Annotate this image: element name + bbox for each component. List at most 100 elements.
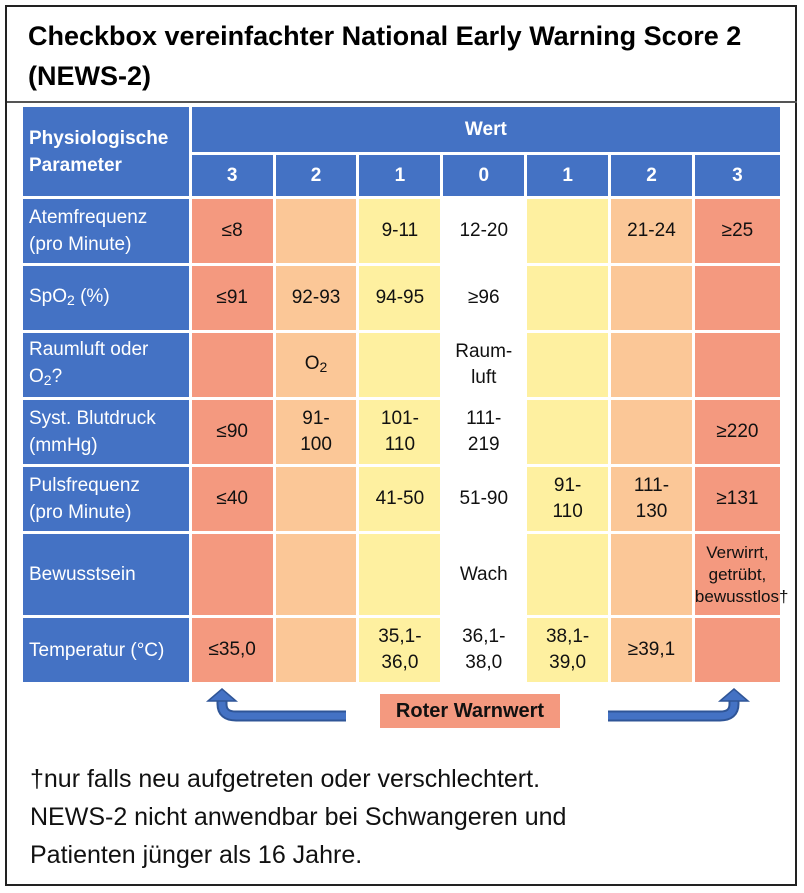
cell-text: 38,0 [465, 652, 503, 673]
table-row-spo2: SpO2 (%) ≤91 92-93 94-95 ≥96 [20, 263, 784, 333]
row-label: Syst. Blutdruck (mmHg) [20, 397, 192, 467]
row-label: Raumluft oder O2? [20, 330, 192, 400]
score-cell: ≥131 [691, 464, 784, 534]
cell-text: Verwirrt, [706, 542, 769, 562]
cell-subscript: 2 [319, 358, 328, 375]
row-label: SpO2 (%) [20, 263, 192, 333]
score-cell: ≥39,1 [608, 615, 695, 685]
score-cell: ≥25 [691, 196, 784, 266]
row-label: Bewusstsein [20, 531, 192, 618]
cell-text: ≤8 [221, 220, 243, 241]
cell-text: ≥39,1 [627, 639, 676, 660]
title-line-1: Checkbox vereinfachter National Early Wa… [28, 21, 742, 51]
cell-text: ≥220 [716, 421, 759, 442]
row-label-tail: ? [51, 366, 63, 387]
cell-text: bewusstlos† [694, 586, 789, 606]
cell-text: 110 [384, 434, 416, 455]
cell-text: 38,1- [545, 626, 590, 647]
score-cell: 12-20 [440, 196, 528, 266]
score-cell: 51-90 [440, 464, 528, 534]
row-label-line: (pro Minute) [29, 234, 132, 255]
score-cell: 91- 100 [272, 397, 360, 467]
cell-text: 100 [300, 434, 332, 455]
score-header: 1 [356, 152, 444, 199]
score-cell: ≥96 [440, 263, 528, 333]
cell-text: 92-93 [291, 287, 341, 308]
row-label: Atemfrequenz (pro Minute) [20, 196, 192, 266]
cell-text: 39,0 [549, 652, 587, 673]
cell-text: 111- [466, 408, 502, 429]
cell-text: 9-11 [381, 220, 419, 241]
title-divider [7, 101, 797, 103]
cell-text: 111- [633, 475, 670, 496]
score-cell [608, 263, 695, 333]
score-cell: 21-24 [608, 196, 695, 266]
cell-text: ≥131 [716, 488, 759, 509]
score-cell [608, 531, 695, 618]
row-label-subscript: 2 [43, 372, 52, 388]
cell-text: 91- [553, 475, 582, 496]
score-cell: 38,1- 39,0 [524, 615, 612, 685]
cell-text: O [304, 352, 320, 374]
cell-text: 35,1- [378, 626, 422, 647]
row-label-line: Temperatur (°C) [29, 639, 165, 661]
row-label-line: Syst. Blutdruck [29, 408, 156, 429]
score-cell: ≥220 [691, 397, 784, 467]
score-header: 1 [524, 152, 612, 199]
score-cell: 35,1- 36,0 [356, 615, 444, 685]
parameter-header-line-1: Physiologische [29, 127, 169, 149]
score-cell [524, 397, 612, 467]
score-cell [691, 330, 784, 400]
score-cell [524, 263, 612, 333]
score-cell [524, 196, 612, 266]
cell-text: 12-20 [459, 220, 509, 241]
cell-text: getrübt, [708, 564, 767, 584]
score-cell [691, 615, 784, 685]
cell-text: ≤40 [216, 488, 248, 509]
cell-text: 130 [635, 501, 668, 522]
score-cell: ≤35,0 [188, 615, 276, 685]
score-cell: 101- 110 [356, 397, 444, 467]
score-cell [524, 330, 612, 400]
score-cell: ≤40 [188, 464, 276, 534]
cell-text: ≥96 [467, 287, 500, 308]
row-label-tail: (%) [74, 285, 110, 307]
news2-score-table: Physiologische Parameter Wert 3 2 1 0 1 … [20, 104, 789, 685]
score-cell [188, 531, 276, 618]
footnote-line-1: †nur falls neu aufgetreten oder verschle… [30, 765, 541, 793]
score-cell [524, 531, 612, 618]
score-cell: 111- 130 [608, 464, 695, 534]
title-line-2: (NEWS-2) [28, 61, 151, 91]
parameter-header-line-2: Parameter [29, 154, 122, 176]
cell-text: ≤91 [216, 287, 248, 308]
table-row-pulsfrequenz: Pulsfrequenz (pro Minute) ≤40 41-50 51-9… [20, 464, 784, 534]
footnote-line-2: NEWS-2 nicht anwendbar bei Schwangeren u… [30, 803, 567, 831]
cell-text: 41-50 [375, 488, 425, 509]
cell-text: 21-24 [627, 220, 676, 241]
cell-text: 110 [552, 501, 583, 522]
table-row-bewusstsein: Bewusstsein Wach Verwirrt, getrübt, bewu… [20, 531, 789, 618]
score-cell [272, 464, 360, 534]
cell-text: 94-95 [375, 287, 425, 308]
score-header: 3 [188, 152, 276, 199]
cell-text: luft [471, 367, 497, 388]
score-cell [608, 397, 695, 467]
cell-text: 36,0 [381, 652, 419, 673]
score-cell: 36,1- 38,0 [440, 615, 528, 685]
score-header: 0 [440, 152, 528, 199]
table-row-atemfrequenz: Atemfrequenz (pro Minute) ≤8 9-11 12-20 … [20, 196, 784, 266]
row-label-line: Raumluft oder [29, 339, 149, 360]
score-cell [356, 330, 444, 400]
arrow-right-icon [608, 688, 751, 722]
score-cell: Verwirrt, getrübt, bewusstlos† [691, 531, 789, 618]
score-cell [356, 531, 444, 618]
table-row-raumluft: Raumluft oder O2? O2 Raum- luft [20, 330, 784, 400]
row-label-line: Atemfrequenz [29, 207, 148, 228]
score-header: 3 [691, 152, 784, 199]
cell-text: Raum- [455, 341, 513, 362]
cell-text: Wach [459, 563, 508, 585]
row-label-line: Pulsfrequenz [29, 475, 140, 496]
score-cell: O2 [272, 330, 360, 400]
row-label-main: O [29, 366, 44, 387]
cell-text: ≤35,0 [208, 639, 256, 660]
